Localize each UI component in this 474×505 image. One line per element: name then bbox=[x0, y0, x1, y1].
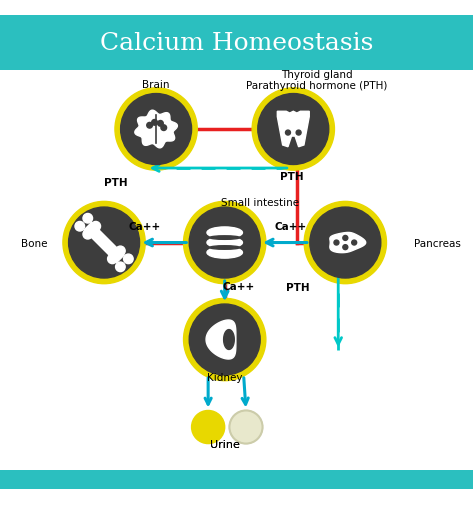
Ellipse shape bbox=[207, 247, 242, 259]
Ellipse shape bbox=[210, 246, 240, 250]
FancyBboxPatch shape bbox=[0, 17, 473, 71]
Polygon shape bbox=[224, 330, 234, 350]
Circle shape bbox=[343, 245, 348, 250]
Circle shape bbox=[147, 123, 153, 129]
Text: Brain: Brain bbox=[142, 80, 170, 90]
Circle shape bbox=[183, 299, 266, 381]
Text: PTH: PTH bbox=[104, 178, 128, 188]
Circle shape bbox=[304, 202, 386, 284]
Circle shape bbox=[124, 255, 133, 264]
Text: Small intestine: Small intestine bbox=[221, 198, 299, 208]
FancyBboxPatch shape bbox=[0, 470, 473, 488]
Text: Urine: Urine bbox=[210, 439, 240, 449]
Polygon shape bbox=[84, 223, 124, 263]
Circle shape bbox=[116, 263, 125, 272]
Text: Ca++: Ca++ bbox=[275, 222, 307, 231]
Circle shape bbox=[63, 202, 145, 284]
Circle shape bbox=[343, 236, 348, 241]
Text: Pancreas: Pancreas bbox=[414, 238, 461, 248]
Circle shape bbox=[120, 94, 191, 165]
Circle shape bbox=[116, 246, 125, 256]
Circle shape bbox=[334, 240, 339, 245]
Circle shape bbox=[310, 208, 381, 278]
Text: Urine: Urine bbox=[210, 439, 240, 449]
Text: Bone: Bone bbox=[21, 238, 47, 248]
Circle shape bbox=[83, 230, 92, 239]
Circle shape bbox=[108, 255, 117, 264]
Circle shape bbox=[115, 89, 197, 171]
Polygon shape bbox=[211, 238, 238, 247]
Circle shape bbox=[191, 411, 225, 444]
Text: PTH: PTH bbox=[286, 283, 310, 293]
Polygon shape bbox=[277, 112, 309, 147]
Text: Ca++: Ca++ bbox=[223, 281, 255, 291]
Text: Thyroid gland
Parathyroid hormone (PTH): Thyroid gland Parathyroid hormone (PTH) bbox=[246, 69, 388, 91]
Circle shape bbox=[189, 305, 260, 375]
Circle shape bbox=[183, 202, 266, 284]
Circle shape bbox=[152, 120, 157, 126]
Circle shape bbox=[75, 222, 84, 232]
Circle shape bbox=[83, 214, 92, 224]
Polygon shape bbox=[211, 229, 238, 238]
Polygon shape bbox=[135, 111, 177, 148]
Text: Ca++: Ca++ bbox=[128, 222, 160, 231]
Circle shape bbox=[229, 411, 263, 444]
Text: Calcium Homeostasis: Calcium Homeostasis bbox=[100, 32, 373, 56]
Polygon shape bbox=[211, 248, 238, 258]
Circle shape bbox=[296, 131, 301, 136]
Circle shape bbox=[157, 121, 163, 127]
Ellipse shape bbox=[207, 227, 242, 239]
Text: Kidney: Kidney bbox=[207, 373, 242, 383]
Circle shape bbox=[285, 131, 291, 136]
Circle shape bbox=[352, 240, 356, 245]
Circle shape bbox=[258, 94, 329, 165]
Circle shape bbox=[161, 126, 166, 131]
Circle shape bbox=[252, 89, 335, 171]
Ellipse shape bbox=[207, 237, 242, 249]
Polygon shape bbox=[330, 233, 366, 253]
Circle shape bbox=[91, 222, 100, 232]
Circle shape bbox=[189, 208, 260, 278]
Circle shape bbox=[69, 208, 139, 278]
Text: PTH: PTH bbox=[280, 172, 303, 181]
Polygon shape bbox=[206, 320, 236, 360]
Ellipse shape bbox=[210, 236, 240, 240]
